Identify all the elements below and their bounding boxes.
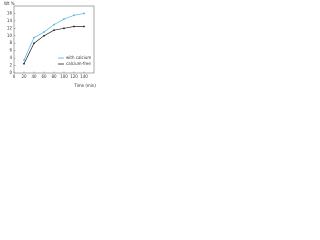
- y-tick-label: 12: [7, 25, 13, 30]
- point: [23, 59, 25, 61]
- point: [73, 14, 75, 17]
- point: [53, 29, 55, 32]
- point: [73, 25, 75, 28]
- point: [33, 36, 35, 39]
- y-tick-label: 2: [9, 63, 12, 68]
- y-tick-label: 6: [9, 48, 12, 53]
- y-axis-title: Wt %: [4, 1, 15, 6]
- y-tick-label: 14: [7, 18, 13, 23]
- point: [83, 25, 85, 28]
- x-tick-label: 120: [70, 74, 78, 79]
- legend-label: with calcium: [66, 55, 91, 60]
- point: [83, 12, 85, 15]
- x-tick-label: 20: [21, 74, 27, 79]
- x-tick-label: 60: [41, 74, 47, 79]
- y-tick-label: 8: [9, 40, 12, 45]
- point: [23, 62, 25, 65]
- point: [43, 34, 45, 37]
- x-tick-label: 100: [60, 74, 68, 79]
- point: [33, 42, 35, 45]
- legend-label: calcium-free: [66, 61, 91, 66]
- y-tick-label: 0: [9, 70, 12, 75]
- chart: Wt % Time (min) 0 2 4 6 8 10 12 14 16 0 20 40 60 80 10…: [4, 1, 96, 88]
- x-tick-label: 140: [80, 74, 88, 79]
- point: [43, 31, 45, 33]
- x-axis-title: Time (min): [73, 83, 96, 88]
- y-tick-label: 16: [7, 10, 13, 15]
- y-tick-label: 4: [9, 55, 12, 60]
- point: [63, 27, 65, 30]
- point: [53, 23, 55, 26]
- series-line: [23, 13, 85, 61]
- y-tick-label: 10: [7, 33, 13, 38]
- point: [63, 18, 65, 20]
- x-tick-label: 0: [13, 74, 16, 79]
- x-tick-label: 40: [31, 74, 37, 79]
- x-tick-label: 80: [51, 74, 57, 79]
